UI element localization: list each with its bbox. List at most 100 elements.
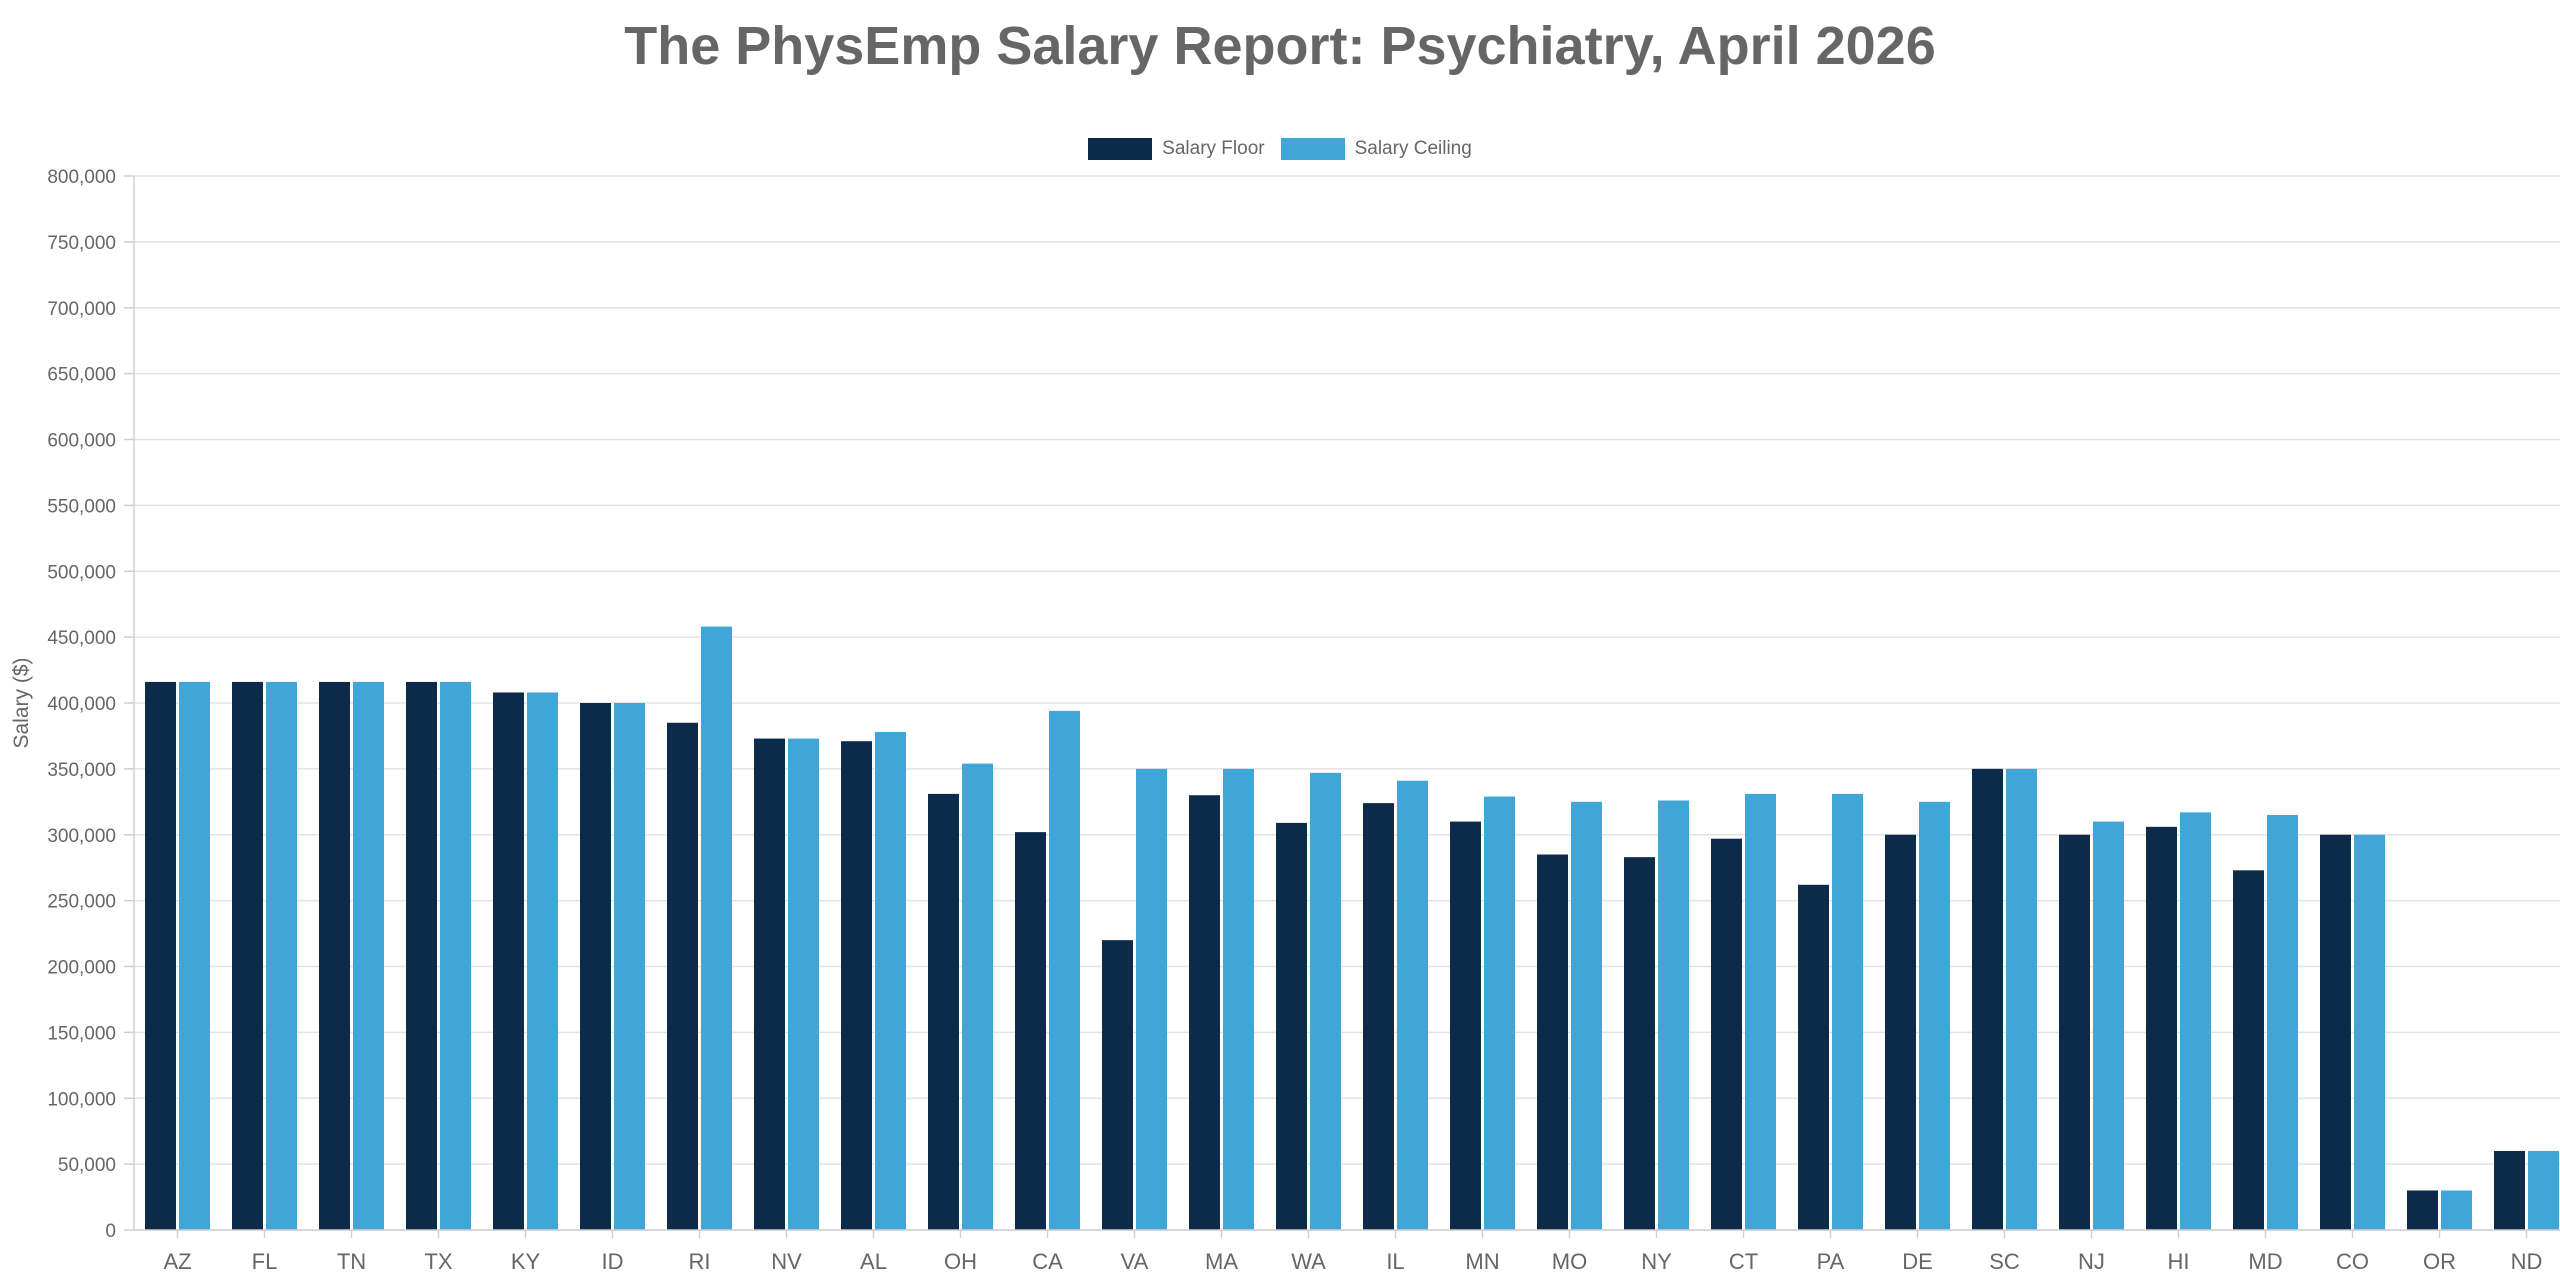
y-axis-title: Salary ($) — [10, 657, 33, 748]
legend-label-ceiling: Salary Ceiling — [1354, 138, 1472, 159]
bar-salary-ceiling-nv — [788, 738, 819, 1230]
bar-salary-floor-mn — [1450, 821, 1481, 1230]
bar-salary-floor-al — [841, 741, 872, 1230]
bar-salary-ceiling-va — [1136, 768, 1167, 1230]
x-tick-label: TX — [424, 1249, 452, 1274]
x-tick-label: VA — [1121, 1249, 1149, 1274]
bar-salary-floor-ky — [493, 692, 524, 1230]
x-tick-label: OH — [944, 1249, 977, 1274]
bar-salary-ceiling-id — [614, 703, 645, 1230]
legend-label-floor: Salary Floor — [1162, 138, 1265, 159]
bar-salary-floor-ri — [667, 722, 698, 1230]
y-tick-label: 600,000 — [47, 431, 116, 452]
y-tick-label: 250,000 — [47, 892, 116, 913]
bar-salary-floor-ca — [1015, 832, 1046, 1230]
bar-salary-ceiling-hi — [2180, 812, 2211, 1230]
bar-salary-ceiling-oh — [962, 763, 993, 1230]
x-tick-label: MD — [2248, 1249, 2282, 1274]
bar-salary-floor-mo — [1537, 854, 1568, 1230]
bar-salary-ceiling-nd — [2528, 1150, 2559, 1230]
bar-salary-ceiling-de — [1919, 801, 1950, 1230]
bar-salary-ceiling-wa — [1310, 772, 1341, 1230]
x-tick-label: PA — [1817, 1249, 1845, 1274]
bar-salary-ceiling-md — [2267, 814, 2298, 1230]
legend-item-ceiling[interactable]: Salary Ceiling — [1280, 138, 1472, 160]
bar-salary-floor-co — [2320, 834, 2351, 1230]
legend-item-floor[interactable]: Salary Floor — [1088, 138, 1265, 160]
y-tick-label: 800,000 — [47, 167, 116, 188]
y-tick-label: 700,000 — [47, 299, 116, 320]
x-tick-label: DE — [1902, 1249, 1933, 1274]
x-tick-label: MA — [1205, 1249, 1238, 1274]
y-tick-label: 100,000 — [47, 1089, 116, 1110]
bar-salary-floor-tx — [406, 681, 437, 1230]
y-tick-label: 300,000 — [47, 826, 116, 847]
bar-salary-ceiling-tn — [353, 681, 384, 1230]
bar-salary-ceiling-ca — [1049, 710, 1080, 1230]
bar-salary-floor-md — [2233, 870, 2264, 1230]
x-tick-label: MN — [1465, 1249, 1499, 1274]
bar-salary-floor-fl — [232, 681, 263, 1230]
bar-salary-floor-id — [580, 703, 611, 1230]
bar-salary-floor-oh — [928, 793, 959, 1230]
bar-salary-ceiling-sc — [2006, 768, 2037, 1230]
bar-salary-floor-va — [1102, 940, 1133, 1230]
bar-salary-ceiling-al — [875, 731, 906, 1230]
bar-salary-ceiling-il — [1397, 780, 1428, 1230]
bar-salary-ceiling-ny — [1658, 800, 1689, 1230]
legend: Salary Floor Salary Ceiling — [0, 138, 2560, 160]
x-tick-label: ND — [2511, 1249, 2543, 1274]
legend-swatch-floor — [1088, 138, 1153, 160]
x-tick-label: WA — [1291, 1249, 1326, 1274]
x-tick-label: MO — [1552, 1249, 1587, 1274]
x-tick-label: AZ — [163, 1249, 191, 1274]
bar-salary-ceiling-nj — [2093, 821, 2124, 1230]
bar-salary-ceiling-fl — [266, 681, 297, 1230]
bar-salary-floor-sc — [1972, 768, 2003, 1230]
bar-salary-ceiling-az — [179, 681, 210, 1230]
bar-salary-ceiling-pa — [1832, 793, 1863, 1230]
x-tick-label: KY — [511, 1249, 541, 1274]
bar-salary-floor-ny — [1624, 857, 1655, 1230]
x-tick-label: NY — [1641, 1249, 1672, 1274]
bar-salary-floor-nj — [2059, 834, 2090, 1230]
legend-swatch-ceiling — [1280, 138, 1345, 160]
y-tick-label: 500,000 — [47, 562, 116, 583]
bar-salary-ceiling-ct — [1745, 793, 1776, 1230]
x-tick-label: ID — [602, 1249, 624, 1274]
chart-title: The PhysEmp Salary Report: Psychiatry, A… — [624, 16, 1936, 76]
bar-salary-ceiling-ky — [527, 692, 558, 1230]
bar-salary-ceiling-co — [2354, 834, 2385, 1230]
bar-salary-ceiling-ma — [1223, 768, 1254, 1230]
bar-salary-ceiling-mo — [1571, 801, 1602, 1230]
x-tick-label: OR — [2423, 1249, 2456, 1274]
y-tick-label: 550,000 — [47, 496, 116, 517]
y-tick-label: 200,000 — [47, 958, 116, 979]
bar-salary-floor-nv — [754, 738, 785, 1230]
y-tick-label: 0 — [105, 1221, 116, 1242]
bar-salary-floor-tn — [319, 681, 350, 1230]
bar-salary-floor-de — [1885, 834, 1916, 1230]
bar-salary-floor-pa — [1798, 884, 1829, 1230]
x-tick-label: IL — [1386, 1249, 1404, 1274]
bar-salary-ceiling-ri — [701, 626, 732, 1230]
x-tick-label: HI — [2168, 1249, 2190, 1274]
x-tick-label: FL — [252, 1249, 278, 1274]
y-tick-label: 50,000 — [58, 1155, 116, 1176]
x-tick-label: AL — [860, 1249, 887, 1274]
x-tick-label: CA — [1032, 1249, 1063, 1274]
bar-salary-ceiling-mn — [1484, 796, 1515, 1230]
bar-salary-ceiling-tx — [440, 681, 471, 1230]
x-tick-label: CT — [1729, 1249, 1758, 1274]
bar-salary-floor-ma — [1189, 795, 1220, 1230]
y-tick-label: 350,000 — [47, 760, 116, 781]
x-tick-label: TN — [337, 1249, 366, 1274]
bar-salary-ceiling-or — [2441, 1190, 2472, 1230]
y-tick-label: 150,000 — [47, 1023, 116, 1044]
y-tick-label: 450,000 — [47, 628, 116, 649]
x-tick-label: CO — [2336, 1249, 2369, 1274]
y-tick-label: 750,000 — [47, 233, 116, 254]
x-tick-label: RI — [689, 1249, 711, 1274]
bar-salary-floor-ct — [1711, 838, 1742, 1230]
